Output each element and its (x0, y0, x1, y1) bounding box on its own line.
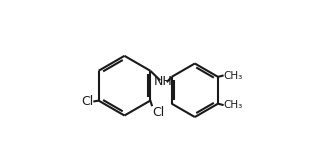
Text: Cl: Cl (152, 106, 164, 119)
Text: Cl: Cl (82, 95, 94, 108)
Text: CH₃: CH₃ (223, 71, 242, 80)
Text: CH₃: CH₃ (223, 100, 242, 110)
Text: NH: NH (154, 75, 173, 88)
